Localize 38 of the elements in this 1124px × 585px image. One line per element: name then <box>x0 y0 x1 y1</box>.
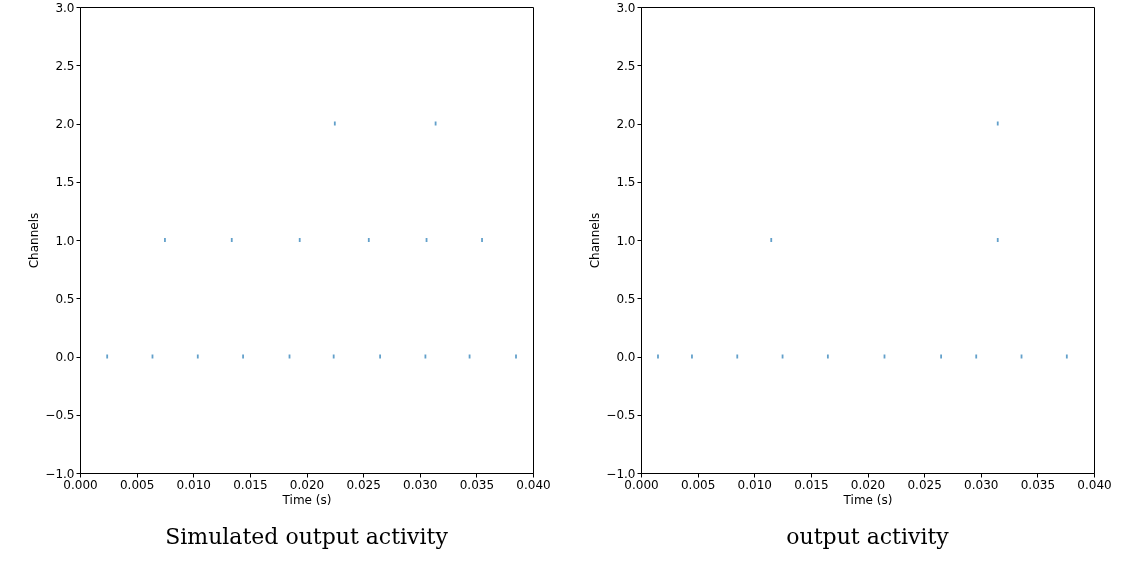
y-axis-title: Channels <box>588 212 603 269</box>
text: Simulated output activity <box>165 524 449 549</box>
x-tick-label: 0.035 <box>1020 477 1056 492</box>
x-tick-label: 0.040 <box>516 477 551 492</box>
x-tick-label: 0.010 <box>737 477 772 492</box>
y-axis-title: Channels <box>27 212 42 269</box>
x-tick-label: 0.030 <box>964 477 999 492</box>
x-tick-label: 0.025 <box>907 477 942 492</box>
y-tick-label: 1.5 <box>55 175 75 190</box>
x-tick-label: 0.030 <box>403 477 438 492</box>
x-tick-label: 0.015 <box>233 477 268 492</box>
y-tick-label: 0.0 <box>55 350 75 364</box>
x-tick-label: 0.020 <box>289 477 325 492</box>
x-tick-label: 0.040 <box>1077 477 1112 492</box>
x-tick-label: 0.025 <box>346 477 381 492</box>
y-tick-label: 1.0 <box>616 233 636 248</box>
y-tick-label: 0.5 <box>616 291 636 306</box>
x-axis-title: Time (s) <box>281 492 332 507</box>
x-tick-label: 0.005 <box>680 477 716 492</box>
x-axis-title: Time (s) <box>842 492 893 507</box>
x-tick-label: 0.015 <box>794 477 829 492</box>
y-tick-label: 2.0 <box>55 117 75 131</box>
y-tick-label: 2.0 <box>616 117 636 131</box>
x-tick-label: 0.020 <box>850 477 886 492</box>
x-tick-label: 0.035 <box>459 477 495 492</box>
y-tick-label: 1.5 <box>616 175 636 190</box>
y-tick-label: −0.5 <box>606 408 636 423</box>
y-tick-label: −0.5 <box>45 408 75 423</box>
y-tick-label: 2.5 <box>55 58 75 73</box>
y-tick-label: 0.0 <box>616 350 636 364</box>
text: output activity <box>786 524 950 549</box>
x-tick-label: 0.005 <box>119 477 155 492</box>
y-tick-label: 1.0 <box>55 233 75 248</box>
x-tick-label: 0.010 <box>176 477 211 492</box>
y-tick-label: 3.0 <box>55 0 75 15</box>
y-tick-label: 3.0 <box>616 0 636 15</box>
y-tick-label: 0.5 <box>55 291 75 306</box>
y-tick-label: 2.5 <box>616 58 636 73</box>
